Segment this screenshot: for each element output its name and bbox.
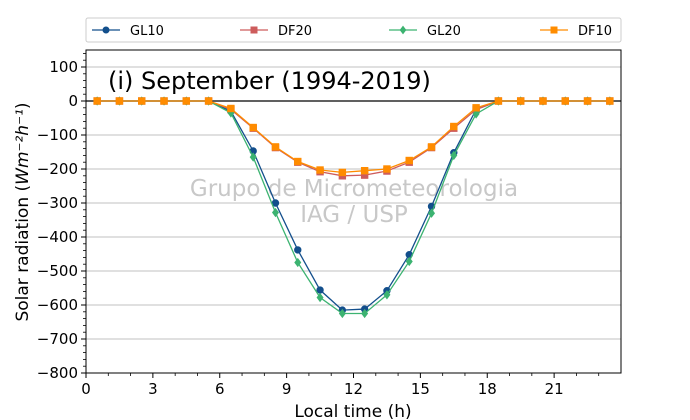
data-point-df10 (383, 165, 391, 173)
plot-area: Grupo de Micrometeorologia IAG / USP (i)… (85, 49, 622, 374)
y-tick-label: −500 (37, 262, 78, 280)
data-point-df10 (539, 97, 547, 105)
legend-label-gl20: GL20 (427, 24, 461, 39)
data-point-gl20 (450, 150, 458, 161)
x-tick-label: 6 (215, 380, 225, 398)
x-tick-label: 12 (344, 380, 363, 398)
legend-marker-gl20 (399, 25, 407, 35)
legend-marker-df10 (550, 26, 558, 34)
data-point-df10 (450, 122, 458, 131)
chart-title: (i) September (1994-2019) (108, 67, 431, 95)
watermark-line-1: Grupo de Micrometeorologia (190, 176, 518, 202)
data-point-df10 (360, 167, 369, 175)
plot-background (86, 50, 621, 373)
x-tick-label: 9 (282, 380, 292, 398)
data-point-df10 (294, 157, 302, 166)
legend-marker-df20 (250, 26, 258, 34)
x-axis-label: Local time (h) (294, 402, 411, 420)
y-tick-label: −100 (37, 126, 78, 144)
y-tick-label: −300 (37, 194, 78, 212)
data-point-df10 (115, 97, 124, 105)
data-point-gl10 (316, 286, 324, 294)
y-axis: −800 −700 −600 −500 −400 −300 −200 −100 0 100 (37, 53, 86, 382)
data-point-gl20 (294, 257, 302, 268)
legend-label-df20: DF20 (278, 24, 312, 39)
legend-frame (85, 17, 622, 43)
legend-item-df20: DF20 (240, 24, 312, 39)
data-point-df10 (227, 104, 235, 113)
data-point-gl20 (338, 308, 346, 319)
legend-item-gl10: GL10 (92, 24, 164, 39)
data-point-df10 (338, 168, 347, 177)
data-point-df10 (271, 143, 280, 151)
y-tick-label: −700 (37, 330, 78, 348)
data-point-df10 (516, 97, 525, 105)
watermark-line-2: IAG / USP (300, 202, 408, 228)
data-point-df10 (583, 97, 592, 105)
legend-item-df10: DF10 (540, 24, 612, 39)
data-point-df10 (204, 97, 213, 105)
y-tick-label: 0 (68, 92, 78, 110)
data-point-df10 (606, 97, 614, 105)
x-tick-label: 21 (545, 380, 564, 398)
y-tick-label: −600 (37, 296, 78, 314)
data-point-gl20 (472, 109, 480, 119)
watermark: Grupo de Micrometeorologia IAG / USP (190, 176, 518, 228)
data-point-df10 (405, 156, 413, 165)
legend-item-gl20: GL20 (389, 24, 461, 39)
data-point-df10 (494, 97, 503, 105)
data-point-df10 (182, 97, 191, 105)
data-point-gl20 (361, 308, 369, 319)
legend-label-df10: DF10 (578, 24, 612, 39)
y-tick-label: −400 (37, 228, 78, 246)
data-point-gl20 (383, 290, 391, 300)
legend-label-gl10: GL10 (130, 24, 164, 39)
y-tick-label: −200 (37, 160, 78, 178)
data-point-df10 (93, 97, 101, 105)
data-point-df10 (160, 97, 168, 105)
series-line-df10 (97, 100, 610, 174)
data-point-df10 (472, 104, 480, 112)
data-point-gl10 (294, 246, 302, 254)
data-point-gl20 (405, 256, 413, 267)
x-tick-label: 3 (148, 380, 158, 398)
data-point-df10 (138, 97, 146, 105)
x-tick-label: 18 (478, 380, 497, 398)
data-point-df10 (249, 123, 257, 132)
data-point-df10 (427, 143, 436, 151)
data-point-gl20 (428, 208, 436, 218)
legend-marker-gl10 (102, 26, 110, 34)
y-axis-label: Solar radiation (Wm⁻²h⁻¹) (13, 102, 33, 321)
y-tick-label: −800 (37, 364, 78, 382)
data-point-gl20 (316, 292, 324, 303)
data-point-df10 (561, 97, 569, 105)
x-tick-label: 15 (411, 380, 430, 398)
data-point-df10 (316, 166, 324, 174)
data-point-gl20 (271, 207, 279, 218)
data-point-gl20 (249, 152, 257, 162)
x-tick-label: 0 (81, 380, 91, 398)
y-tick-label: 100 (49, 58, 78, 76)
legend: GL10 DF20 GL20 DF10 (85, 17, 622, 43)
x-axis: 0 3 6 9 12 15 18 21 (81, 373, 600, 398)
series-df10 (93, 97, 614, 177)
